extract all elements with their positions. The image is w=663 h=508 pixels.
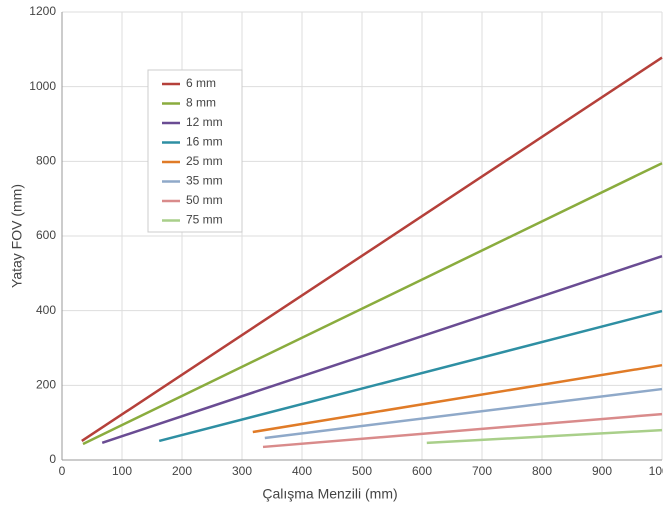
- x-tick-label: 0: [59, 464, 66, 478]
- legend-label: 35 mm: [186, 174, 223, 188]
- y-tick-label: 1200: [29, 4, 56, 18]
- legend-label: 75 mm: [186, 213, 223, 227]
- y-tick-label: 800: [36, 154, 56, 168]
- y-tick-label: 0: [49, 452, 56, 466]
- x-tick-label: 300: [232, 464, 252, 478]
- series-line: [426, 428, 663, 445]
- series-line: [262, 412, 663, 449]
- series-line: [252, 363, 663, 434]
- y-axis-label: Yatay FOV (mm): [9, 184, 25, 288]
- x-axis-label: Çalışma Menzili (mm): [262, 486, 397, 502]
- legend-label: 50 mm: [186, 193, 223, 207]
- x-tick-label: 200: [172, 464, 192, 478]
- x-tick-label: 400: [292, 464, 312, 478]
- legend-label: 25 mm: [186, 154, 223, 168]
- legend-label: 16 mm: [186, 135, 223, 149]
- x-tick-label: 800: [532, 464, 552, 478]
- x-tick-label: 100: [112, 464, 132, 478]
- legend-label: 8 mm: [186, 96, 216, 110]
- x-tick-label: 500: [352, 464, 372, 478]
- series-line: [158, 309, 663, 443]
- x-tick-label: 700: [472, 464, 492, 478]
- x-tick-label: 600: [412, 464, 432, 478]
- y-tick-label: 1000: [29, 79, 56, 93]
- legend-label: 6 mm: [186, 76, 216, 90]
- series-line: [264, 387, 663, 440]
- x-tick-label: 900: [592, 464, 612, 478]
- y-tick-label: 200: [36, 378, 56, 392]
- y-tick-label: 400: [36, 303, 56, 317]
- y-tick-label: 600: [36, 228, 56, 242]
- legend-label: 12 mm: [186, 115, 223, 129]
- series-line: [101, 254, 663, 445]
- x-tick-label: 1000: [649, 464, 663, 478]
- series-line: [82, 162, 663, 446]
- series-line: [81, 56, 663, 443]
- legend-box: [147, 69, 243, 233]
